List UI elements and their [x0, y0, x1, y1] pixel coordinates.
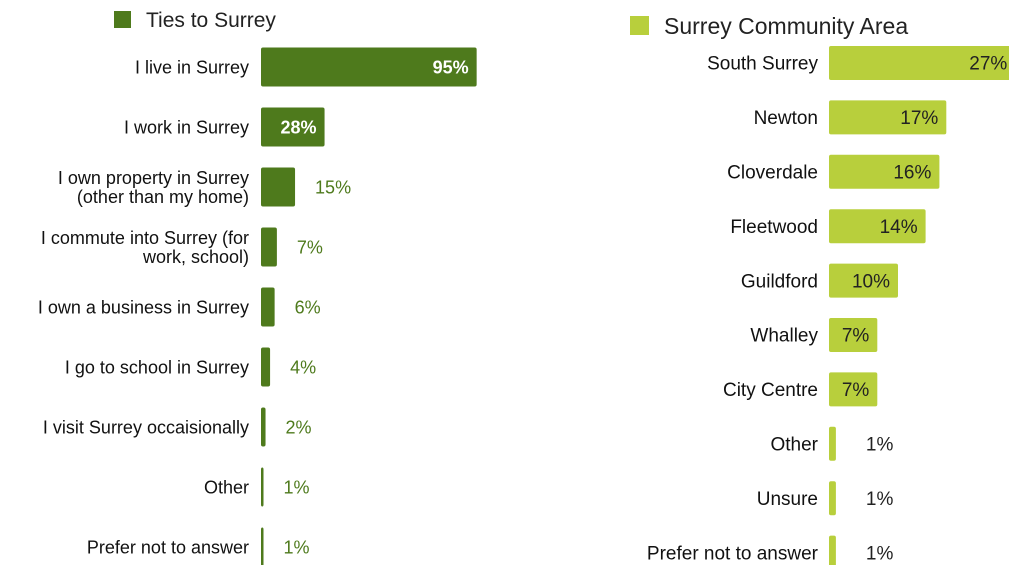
ties-category-label: I visit Surrey occaisionally — [43, 417, 249, 437]
ties-category-label: I own property in Surrey — [58, 168, 249, 188]
ties-row: I work in Surrey 28% — [124, 107, 325, 147]
ties-category-label: I own a business in Surrey — [38, 297, 249, 317]
ties-row: Prefer not to answer 1% — [87, 527, 310, 565]
area-bar — [829, 481, 836, 516]
area-bar — [829, 100, 947, 135]
area-category-label: South Surrey — [707, 54, 818, 75]
area-bar — [829, 154, 940, 189]
ties-bar — [261, 467, 264, 507]
area-data-label: 1% — [866, 489, 894, 510]
ties-data-label: 6% — [295, 297, 321, 317]
area-data-label: 10% — [852, 271, 890, 292]
ties-row: I own property in Surrey(other than my h… — [58, 167, 351, 207]
ties-category-label: Prefer not to answer — [87, 537, 249, 557]
ties-category-label: (other than my home) — [77, 187, 249, 207]
area-bar — [829, 209, 926, 244]
area-category-label: Whalley — [750, 326, 818, 347]
ties-bar — [261, 527, 264, 565]
ties-data-label: 15% — [315, 177, 351, 197]
ties-data-label: 4% — [290, 357, 316, 377]
area-legend-swatch — [630, 16, 649, 35]
area-data-label: 1% — [866, 543, 894, 564]
ties-row: I own a business in Surrey 6% — [38, 287, 321, 327]
area-row: City Centre 7% — [723, 372, 878, 407]
ties-bar — [261, 107, 325, 147]
area-row: Whalley 7% — [750, 318, 878, 352]
ties-category-label: work, school) — [142, 247, 249, 267]
ties-legend-swatch — [114, 11, 131, 28]
ties-data-label: 1% — [284, 477, 310, 497]
chart-ties-to-surrey: Ties to Surrey I live in Surrey 95% I work … — [38, 9, 477, 565]
ties-category-label: I go to school in Surrey — [65, 357, 249, 377]
area-category-label: Prefer not to answer — [647, 543, 819, 564]
area-row: Newton 17% — [754, 100, 947, 135]
ties-data-label: 95% — [433, 57, 469, 77]
area-row: Unsure 1% — [757, 481, 894, 516]
area-data-label: 16% — [893, 162, 931, 183]
ties-category-label: I commute into Surrey (for — [41, 228, 249, 248]
area-data-label: 7% — [842, 326, 870, 347]
area-bar — [829, 263, 898, 298]
area-row: Cloverdale 16% — [727, 154, 940, 189]
area-row: Fleetwood 14% — [730, 209, 926, 244]
ties-row: I live in Surrey 95% — [135, 47, 477, 87]
ties-legend-label: Ties to Surrey — [146, 9, 276, 32]
area-bar — [829, 535, 836, 565]
ties-data-label: 2% — [286, 417, 312, 437]
area-category-label: City Centre — [723, 380, 818, 401]
area-data-label: 1% — [866, 434, 894, 455]
area-data-label: 7% — [842, 380, 870, 401]
ties-bar — [261, 167, 296, 207]
ties-data-label: 28% — [281, 117, 317, 137]
ties-bar — [261, 347, 271, 387]
area-category-label: Fleetwood — [730, 217, 818, 238]
ties-legend: Ties to Surrey — [114, 9, 276, 32]
area-data-label: 17% — [900, 108, 938, 129]
area-data-label: 27% — [969, 54, 1007, 75]
area-legend-label: Surrey Community Area — [664, 13, 908, 39]
area-category-label: Guildford — [741, 271, 818, 292]
area-data-label: 14% — [880, 217, 918, 238]
area-bar — [829, 318, 878, 352]
area-bar — [829, 426, 836, 461]
area-row: Prefer not to answer 1% — [647, 535, 894, 565]
area-category-label: Other — [770, 434, 818, 455]
chart-surrey-community-area: Surrey Community Area South Surrey 27% Newt… — [630, 13, 1009, 565]
ties-bar — [261, 47, 477, 87]
ties-category-label: I work in Surrey — [124, 117, 249, 137]
area-bar — [829, 372, 878, 407]
ties-bar — [261, 227, 277, 267]
ties-row: Other 1% — [204, 467, 310, 507]
area-bar — [829, 46, 1009, 80]
area-row: Guildford 10% — [741, 263, 898, 298]
area-category-label: Unsure — [757, 489, 818, 510]
area-row: South Surrey 27% — [707, 46, 1009, 80]
ties-bar — [261, 287, 275, 327]
ties-data-label: 7% — [297, 237, 323, 257]
area-legend: Surrey Community Area — [630, 13, 908, 39]
ties-category-label: I live in Surrey — [135, 57, 249, 77]
ties-data-label: 1% — [284, 537, 310, 557]
ties-category-label: Other — [204, 477, 249, 497]
area-row: Other 1% — [770, 426, 894, 461]
ties-bar — [261, 407, 266, 447]
ties-row: I visit Surrey occaisionally 2% — [43, 407, 312, 447]
area-category-label: Cloverdale — [727, 162, 818, 183]
ties-row: I go to school in Surrey 4% — [65, 347, 316, 387]
area-category-label: Newton — [754, 108, 818, 129]
